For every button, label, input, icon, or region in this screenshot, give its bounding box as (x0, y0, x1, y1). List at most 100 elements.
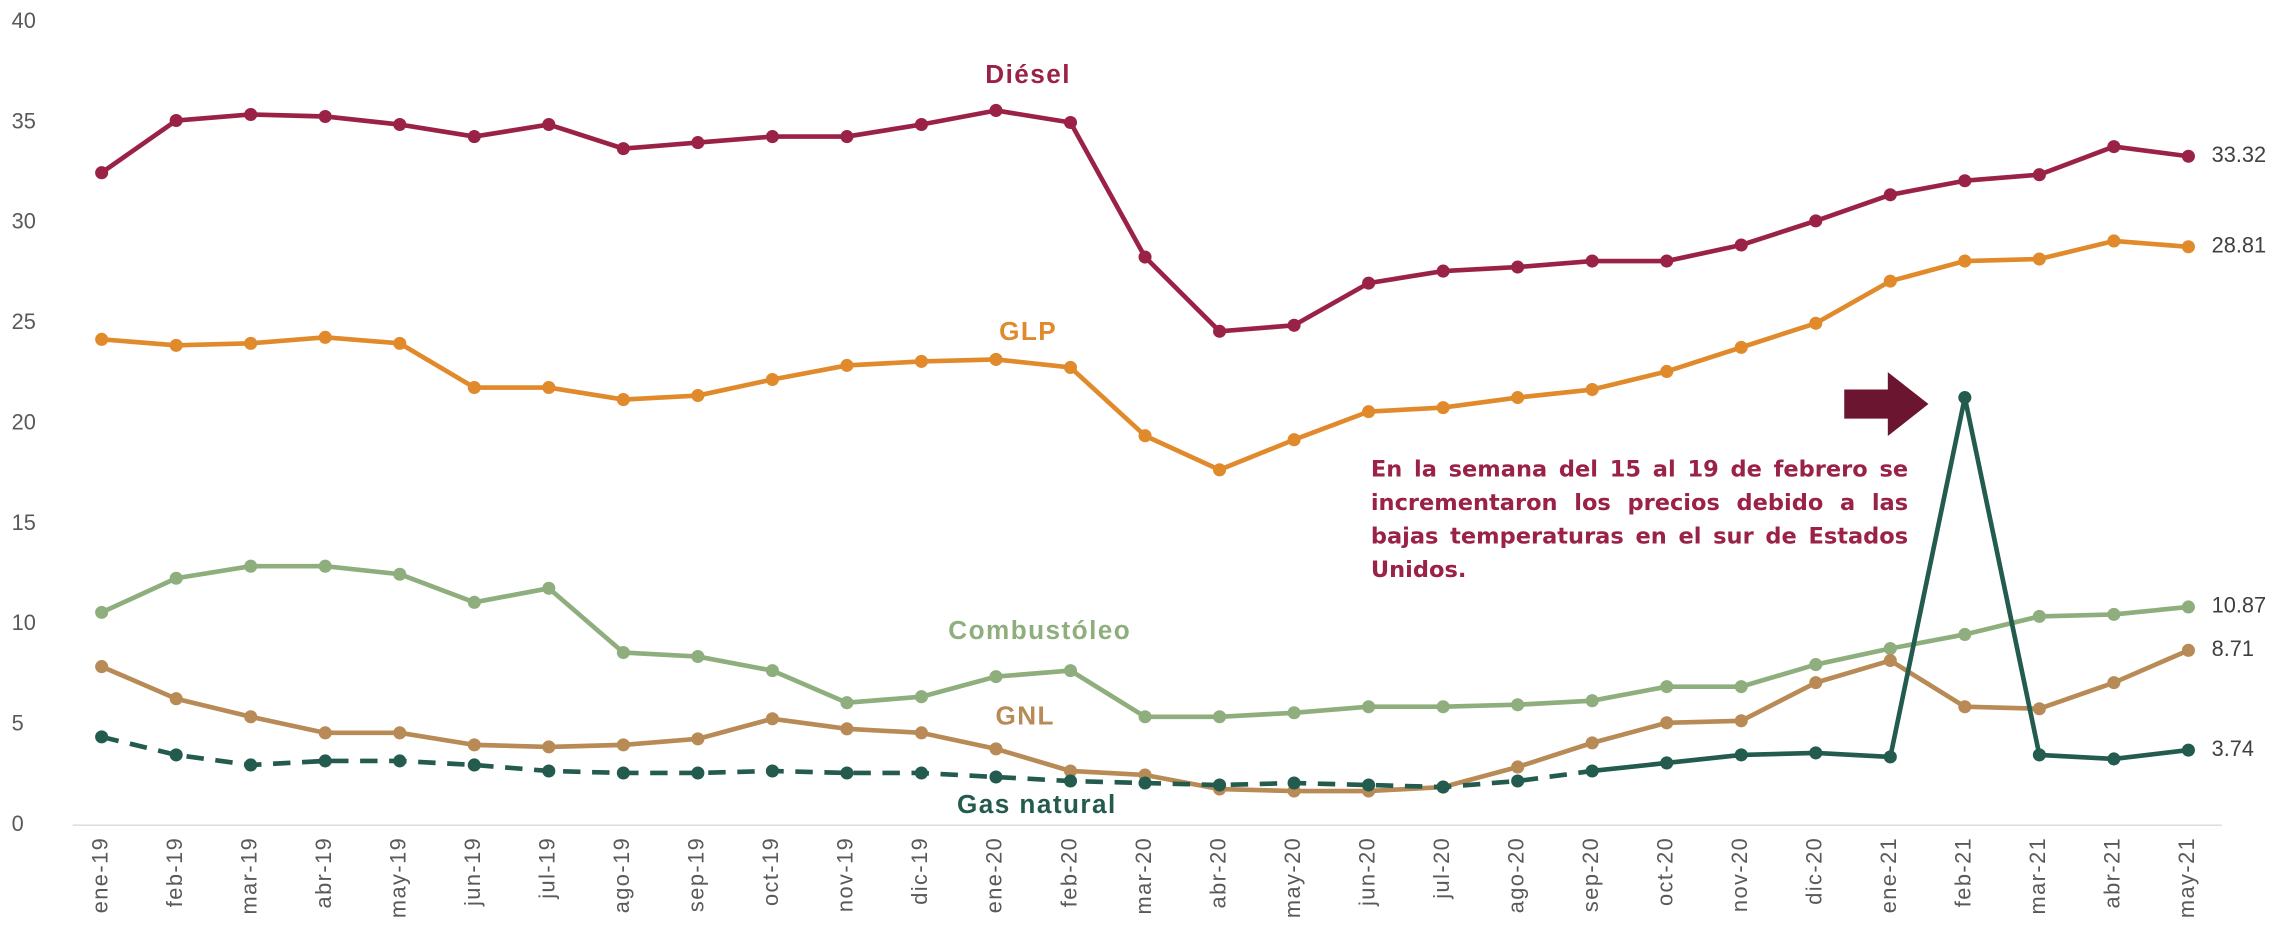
series-label: GNL (995, 701, 1055, 731)
data-point (318, 330, 332, 344)
data-point (1809, 214, 1823, 228)
data-point (1063, 664, 1078, 678)
data-point (1287, 433, 1301, 447)
data-point (1362, 700, 1376, 714)
data-point (2032, 702, 2046, 716)
data-point (1809, 676, 1823, 690)
data-point (989, 103, 1003, 118)
data-point (1958, 700, 1972, 714)
data-point (1660, 364, 1674, 378)
data-point (691, 766, 705, 780)
data-point (393, 567, 407, 581)
data-point (244, 336, 258, 350)
x-tick-label: jul-20 (1429, 837, 1454, 900)
data-point (914, 690, 928, 704)
data-point (467, 758, 481, 772)
data-point (1511, 698, 1525, 712)
x-tick-label: jun-20 (1354, 837, 1379, 907)
data-point (1809, 658, 1823, 672)
data-point (691, 136, 705, 150)
y-tick-label: 40 (12, 8, 36, 33)
data-point (393, 117, 407, 132)
data-point (1734, 680, 1748, 694)
x-tick-label: nov-19 (833, 837, 858, 912)
x-tick-label: mar-20 (1131, 837, 1156, 915)
y-tick-label: 30 (12, 209, 36, 234)
data-point (2181, 743, 2195, 757)
data-point (1660, 254, 1674, 268)
data-point (1436, 401, 1450, 415)
x-tick-label: abr-20 (1205, 837, 1230, 909)
data-point (1883, 274, 1897, 288)
data-point (318, 754, 332, 768)
data-point (1809, 316, 1823, 330)
data-point (1734, 340, 1748, 354)
data-point (691, 732, 705, 746)
data-point (2032, 609, 2046, 623)
y-tick-label: 10 (12, 610, 36, 635)
x-tick-label: mar-19 (236, 837, 261, 915)
data-point (914, 766, 928, 780)
x-tick-label: ene-19 (87, 837, 112, 914)
series-label: GLP (999, 316, 1057, 346)
data-point (914, 117, 928, 132)
data-point (467, 595, 481, 609)
data-point (1511, 760, 1525, 774)
x-tick-label: feb-21 (1951, 837, 1976, 907)
data-point (95, 166, 109, 180)
data-point (1287, 776, 1301, 790)
data-point (169, 748, 183, 762)
annotation: En la semana del 15 al 19 de febrero se … (1370, 456, 1909, 583)
data-point (169, 338, 183, 352)
data-point (467, 130, 481, 144)
end-value-label: 28.81 (2212, 233, 2266, 258)
data-point (765, 372, 779, 387)
data-point (542, 740, 556, 754)
data-point (393, 726, 407, 740)
data-point (1213, 324, 1227, 338)
data-point (840, 722, 854, 736)
data-point (840, 766, 854, 780)
y-tick-label: 0 (12, 811, 24, 836)
data-point (467, 380, 481, 395)
data-point (1734, 714, 1748, 728)
y-tick-label: 5 (12, 711, 24, 736)
data-point (2032, 252, 2046, 266)
data-point (1138, 250, 1152, 264)
data-point (1660, 680, 1674, 694)
end-value-label: 33.32 (2212, 142, 2266, 167)
x-tick-label: abr-21 (2100, 837, 2125, 909)
data-point (2032, 168, 2046, 182)
data-point (1883, 654, 1897, 668)
data-point (318, 559, 332, 573)
data-point (1958, 391, 1972, 405)
data-point (169, 113, 183, 128)
data-point (1585, 764, 1599, 778)
data-point (393, 754, 407, 768)
data-point (244, 758, 258, 772)
end-value-label: 3.74 (2212, 736, 2254, 761)
data-point (989, 770, 1003, 784)
data-point (2107, 140, 2121, 154)
data-point (2181, 600, 2195, 614)
data-point (1511, 774, 1525, 788)
arrow (1844, 372, 1929, 437)
x-tick-label: feb-19 (162, 837, 187, 907)
series-label: Diésel (985, 59, 1071, 89)
x-tick-label: may-21 (2174, 837, 2199, 918)
x-tick-label: ene-21 (1876, 837, 1901, 914)
data-point (467, 738, 481, 752)
data-point (765, 764, 779, 778)
x-tick-label: jul-19 (535, 837, 560, 900)
data-point (840, 130, 854, 144)
data-point (244, 107, 258, 122)
data-point (2107, 234, 2121, 248)
data-point (765, 664, 779, 678)
data-point (765, 130, 779, 144)
data-point (1063, 115, 1078, 130)
data-point (393, 336, 407, 350)
data-point (2032, 748, 2046, 762)
end-value-label: 8.71 (2212, 636, 2254, 661)
data-point (318, 109, 332, 124)
y-tick-label: 20 (12, 409, 36, 434)
